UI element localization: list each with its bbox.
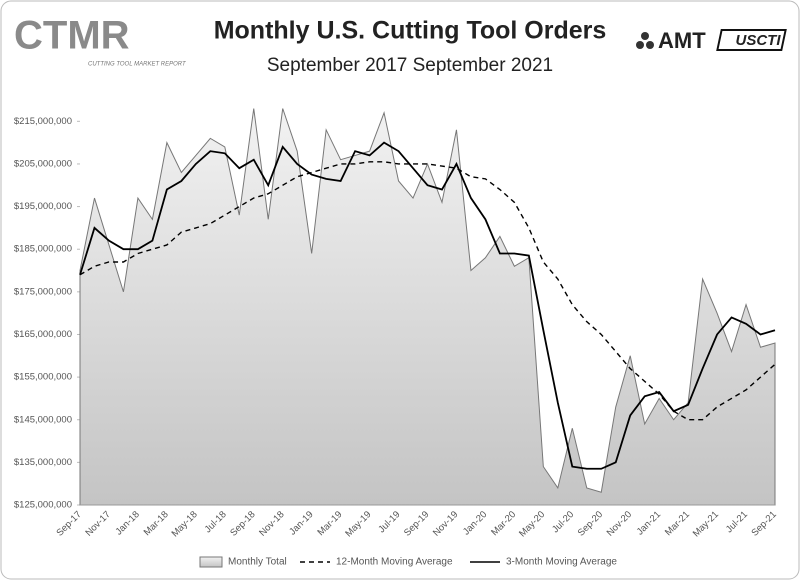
area (79, 108, 776, 506)
y-tick-label: $135,000,000 (14, 457, 72, 468)
chart-subtitle: September 2017 September 2021 (267, 55, 553, 76)
logo-ctmr-sub: CUTTING TOOL MARKET REPORT (88, 62, 187, 68)
y-tick-label: $155,000,000 (14, 372, 72, 383)
legend-label: 3-Month Moving Average (506, 557, 617, 568)
legend-label: 12-Month Moving Average (336, 557, 453, 568)
chart-title: Monthly U.S. Cutting Tool Orders (214, 17, 607, 45)
logo-uscti: USCTI (716, 29, 787, 51)
logo-ctmr: CTMR (14, 14, 130, 58)
legend-item: 3-Month Moving Average (470, 557, 617, 568)
y-tick-label: $205,000,000 (14, 158, 72, 169)
legend-item: 12-Month Moving Average (300, 557, 453, 568)
logo-uscti-text: USCTI (736, 32, 782, 49)
y-tick-label: $145,000,000 (14, 414, 72, 425)
y-tick-label: $185,000,000 (14, 244, 72, 255)
y-tick-label: $165,000,000 (14, 329, 72, 340)
y-tick-label: $215,000,000 (14, 116, 72, 127)
y-tick-label: $125,000,000 (14, 500, 72, 511)
dashed-line (79, 161, 776, 421)
legend-item: Monthly Total (199, 556, 287, 568)
y-tick-label: $195,000,000 (14, 201, 72, 212)
legend-swatch (199, 556, 223, 568)
logo-amt-text: AMT (658, 28, 706, 53)
legend-label: Monthly Total (228, 557, 287, 568)
y-tick-label: $175,000,000 (14, 286, 72, 297)
logo-amt: AMT (636, 28, 706, 53)
line (79, 141, 776, 470)
